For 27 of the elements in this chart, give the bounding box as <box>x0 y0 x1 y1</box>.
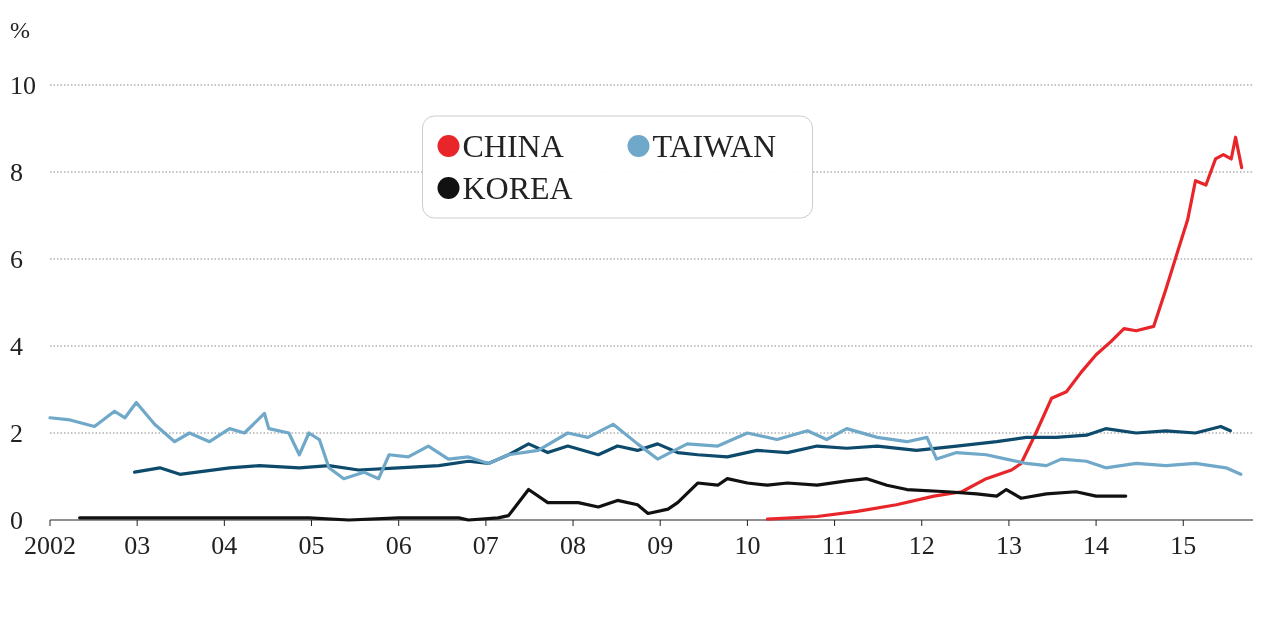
x-tick-label: 2002 <box>24 531 76 560</box>
x-tick-label: 12 <box>908 531 935 560</box>
y-tick-label: 2 <box>10 419 23 448</box>
y-tick-label: 10 <box>10 71 36 100</box>
x-tick-label: 06 <box>385 531 412 560</box>
x-tick-label: 07 <box>472 531 499 560</box>
y-tick-label: 8 <box>10 158 23 187</box>
line-series <box>132 424 1232 476</box>
y-tick-label: 4 <box>10 332 23 361</box>
x-tick-label: 14 <box>1083 531 1110 560</box>
y-axis-title: % <box>10 17 30 43</box>
x-tick-label: 11 <box>822 531 848 560</box>
legend-label: KOREA <box>462 170 573 206</box>
line-series <box>78 477 1128 522</box>
x-tick-label: 08 <box>560 531 587 560</box>
x-tick-label: 09 <box>647 531 674 560</box>
legend-label: TAIWAN <box>652 128 777 164</box>
x-tick-label: 10 <box>734 531 761 560</box>
x-tick-label: 05 <box>298 531 325 560</box>
line-series <box>48 400 1243 481</box>
y-tick-label: 0 <box>10 506 23 535</box>
x-tick-label: 13 <box>995 531 1022 560</box>
x-tick-label: 15 <box>1170 531 1197 560</box>
x-tick-label: 03 <box>124 531 151 560</box>
x-tick-label: 04 <box>211 531 238 560</box>
y-tick-label: 6 <box>10 245 23 274</box>
legend-label: CHINA <box>462 128 564 164</box>
